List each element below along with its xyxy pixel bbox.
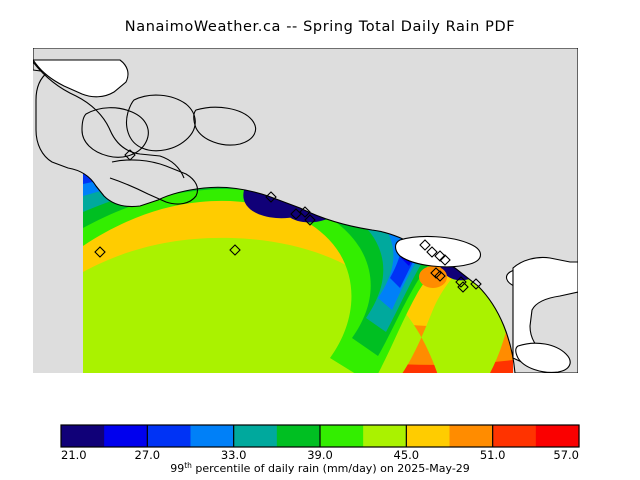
below-domain-mask bbox=[33, 373, 513, 410]
colorbar-caption: 99th percentile of daily rain (mm/day) o… bbox=[170, 461, 470, 475]
island-coast-west bbox=[33, 61, 185, 179]
station-marker bbox=[434, 250, 446, 262]
caption-superscript: th bbox=[184, 461, 192, 470]
colorbar-band bbox=[147, 425, 192, 447]
colorbar-panel: 21.0 27.0 33.0 39.0 45.0 51.0 57.0 99th percen… bbox=[0, 420, 640, 480]
colorbar-band bbox=[61, 425, 105, 447]
colorbar-tick-label: 33.0 bbox=[221, 448, 247, 462]
colorbar-band bbox=[320, 425, 364, 447]
station-marker bbox=[229, 244, 241, 256]
colorbar-band bbox=[449, 425, 494, 447]
colorbar-band bbox=[276, 425, 321, 447]
left-margin-mask bbox=[0, 40, 33, 410]
page-title: NanaimoWeather.ca -- Spring Total Daily … bbox=[124, 19, 516, 35]
station-marker bbox=[457, 281, 469, 293]
station-marker bbox=[439, 254, 451, 266]
colorbar-tick-label: 57.0 bbox=[553, 448, 579, 462]
island-teal-sliver bbox=[193, 106, 257, 146]
station-marker bbox=[124, 149, 136, 161]
caption-rest: percentile of daily rain (mm/day) on 202… bbox=[192, 462, 470, 475]
station-marker-layer bbox=[94, 149, 482, 293]
station-marker bbox=[94, 246, 106, 258]
map-panel bbox=[0, 40, 640, 410]
station-marker bbox=[419, 239, 431, 251]
colorbar: 21.0 27.0 33.0 39.0 45.0 51.0 57.0 99th percen… bbox=[60, 424, 580, 475]
station-marker bbox=[455, 276, 467, 288]
colorbar-tick-label: 39.0 bbox=[307, 448, 333, 462]
station-marker bbox=[265, 191, 277, 203]
colorbar-ticks bbox=[146, 425, 494, 447]
station-marker bbox=[304, 214, 316, 226]
right-margin-mask bbox=[578, 40, 640, 410]
colorbar-tick-label: 45.0 bbox=[394, 448, 420, 462]
station-marker bbox=[426, 246, 438, 258]
colorbar-band bbox=[535, 425, 580, 447]
station-marker bbox=[434, 270, 446, 282]
coastline-overlay bbox=[33, 48, 578, 373]
colorbar-band bbox=[406, 425, 451, 447]
colorbar-band bbox=[492, 425, 537, 447]
fjord-inlet-south bbox=[515, 342, 571, 373]
contour-map bbox=[0, 40, 640, 410]
colorbar-tick-labels: 21.0 27.0 33.0 39.0 45.0 51.0 57.0 bbox=[61, 448, 579, 462]
colorbar-band bbox=[363, 425, 407, 447]
colorbar-band bbox=[104, 425, 148, 447]
station-marker bbox=[470, 278, 482, 290]
colorbar-band bbox=[190, 425, 235, 447]
top-margin-mask bbox=[0, 40, 640, 48]
white-bay-northwest bbox=[33, 59, 129, 98]
colorbar-tick-label: 27.0 bbox=[135, 448, 161, 462]
island-centre bbox=[125, 94, 196, 152]
colorbar-bands bbox=[61, 425, 580, 447]
station-marker bbox=[290, 208, 302, 220]
colorbar-band bbox=[233, 425, 278, 447]
colorbar-tick-label: 51.0 bbox=[480, 448, 506, 462]
contour-local-anomaly bbox=[419, 266, 447, 288]
white-inlet-east bbox=[394, 236, 482, 268]
colorbar-tick-label: 21.0 bbox=[61, 448, 87, 462]
caption-prefix: 99 bbox=[170, 462, 184, 475]
channel-shoreline bbox=[109, 159, 199, 205]
station-marker bbox=[299, 206, 311, 218]
